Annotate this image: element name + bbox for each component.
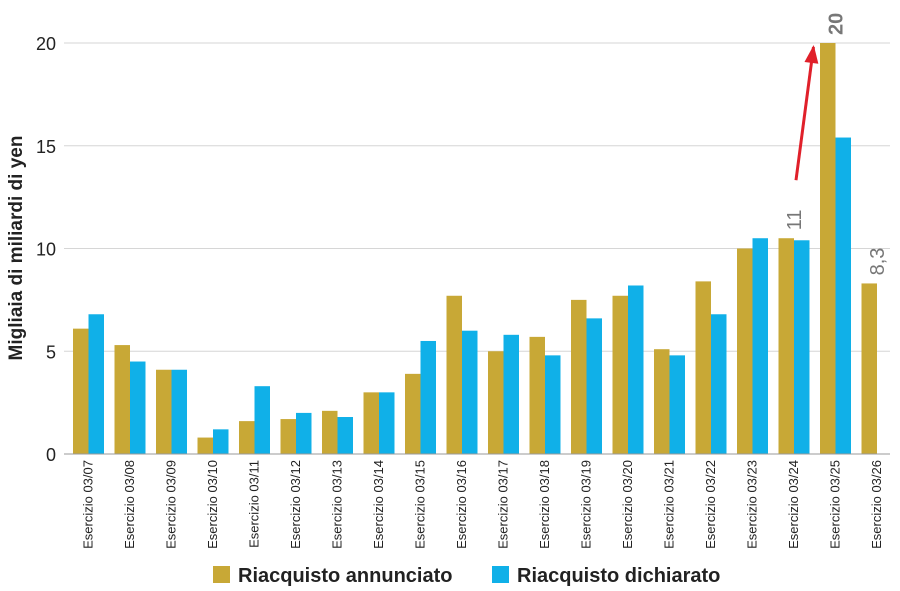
bar-dichiarato bbox=[171, 369, 187, 454]
x-tick-label: Esercizio 03/15 bbox=[413, 460, 428, 549]
bar-dichiarato bbox=[628, 285, 644, 454]
bar-dichiarato bbox=[503, 334, 519, 454]
y-tick-label: 0 bbox=[46, 445, 56, 465]
bar-dichiarato bbox=[337, 417, 353, 454]
x-tick-label: Esercizio 03/24 bbox=[786, 460, 801, 549]
bar-dichiarato bbox=[794, 240, 810, 454]
bar-annunciato bbox=[280, 419, 296, 454]
bar-annunciato bbox=[446, 295, 462, 454]
y-tick-label: 5 bbox=[46, 342, 56, 362]
bar-annunciato bbox=[820, 43, 836, 454]
bar-annunciato bbox=[654, 349, 670, 454]
x-tick-label: Esercizio 03/10 bbox=[205, 460, 220, 549]
x-tick-label: Esercizio 03/26 bbox=[869, 460, 884, 549]
x-tick-label: Esercizio 03/21 bbox=[662, 460, 677, 549]
red-arrow bbox=[794, 45, 819, 181]
bar-annunciato bbox=[322, 410, 338, 454]
bar-dichiarato bbox=[545, 355, 561, 454]
y-axis-ticks: 0 5 10 15 20 bbox=[36, 34, 56, 465]
bar-annunciato bbox=[529, 336, 545, 454]
bar-annunciato bbox=[612, 295, 628, 454]
bar-annunciato bbox=[363, 392, 379, 454]
x-tick-label: Esercizio 03/11 bbox=[247, 460, 262, 548]
bar-dichiarato bbox=[213, 429, 229, 454]
bar-annunciato bbox=[695, 281, 711, 454]
annotations: 11 20 8,3 bbox=[784, 13, 889, 276]
bar-dichiarato bbox=[835, 137, 851, 454]
arrow-head bbox=[804, 45, 819, 64]
bar-annunciato bbox=[488, 351, 504, 454]
x-tick-label: Esercizio 03/14 bbox=[371, 460, 386, 549]
y-axis-label: Migliaia di miliardi di yen bbox=[6, 136, 27, 361]
data-label: 20 bbox=[826, 13, 848, 35]
y-tick-label: 15 bbox=[36, 137, 56, 157]
bar-dichiarato bbox=[752, 238, 768, 454]
y-tick-label: 10 bbox=[36, 240, 56, 260]
bars bbox=[73, 43, 877, 454]
bar-dichiarato bbox=[130, 361, 146, 454]
x-tick-label: Esercizio 03/16 bbox=[454, 460, 469, 549]
bar-annunciato bbox=[861, 283, 877, 454]
data-label: 8,3 bbox=[867, 248, 889, 276]
x-tick-label: Esercizio 03/18 bbox=[537, 460, 552, 549]
x-tick-label: Esercizio 03/13 bbox=[330, 460, 345, 549]
bar-dichiarato bbox=[462, 330, 478, 454]
bar-annunciato bbox=[156, 369, 172, 454]
bar-dichiarato bbox=[669, 355, 685, 454]
x-tick-label: Esercizio 03/25 bbox=[828, 460, 843, 549]
legend-label: Riacquisto annunciato bbox=[238, 565, 452, 587]
bar-dichiarato bbox=[379, 392, 395, 454]
x-tick-label: Esercizio 03/12 bbox=[288, 460, 303, 549]
data-label: 11 bbox=[784, 209, 806, 230]
bar-annunciato bbox=[778, 238, 794, 454]
legend: Riacquisto annunciato Riacquisto dichiara… bbox=[213, 565, 720, 587]
x-tick-label: Esercizio 03/23 bbox=[745, 460, 760, 549]
y-tick-label: 20 bbox=[36, 34, 56, 54]
bar-dichiarato bbox=[254, 386, 270, 454]
bar-dichiarato bbox=[88, 314, 104, 454]
x-axis-tick-labels: Esercizio 03/07 Esercizio 03/08 Esercizio … bbox=[81, 460, 885, 549]
bar-annunciato bbox=[114, 345, 130, 454]
legend-swatch bbox=[492, 566, 509, 583]
bar-dichiarato bbox=[586, 318, 602, 454]
x-tick-label: Esercizio 03/17 bbox=[496, 460, 511, 549]
bar-dichiarato bbox=[296, 412, 312, 454]
bar-dichiarato bbox=[711, 314, 727, 454]
x-tick-label: Esercizio 03/20 bbox=[620, 460, 635, 549]
bar-annunciato bbox=[197, 437, 213, 454]
bar-annunciato bbox=[405, 373, 421, 454]
legend-swatch bbox=[213, 566, 230, 583]
legend-label: Riacquisto dichiarato bbox=[517, 565, 720, 587]
x-tick-label: Esercizio 03/19 bbox=[579, 460, 594, 549]
x-tick-label: Esercizio 03/08 bbox=[122, 460, 137, 549]
bar-annunciato bbox=[239, 421, 255, 454]
x-tick-label: Esercizio 03/09 bbox=[164, 460, 179, 549]
bar-dichiarato bbox=[420, 340, 436, 454]
bar-annunciato bbox=[737, 248, 753, 454]
x-tick-label: Esercizio 03/07 bbox=[81, 460, 96, 549]
bar-annunciato bbox=[571, 299, 587, 454]
arrow-shaft bbox=[794, 46, 815, 181]
bar-annunciato bbox=[73, 328, 89, 454]
x-tick-label: Esercizio 03/22 bbox=[703, 460, 718, 549]
